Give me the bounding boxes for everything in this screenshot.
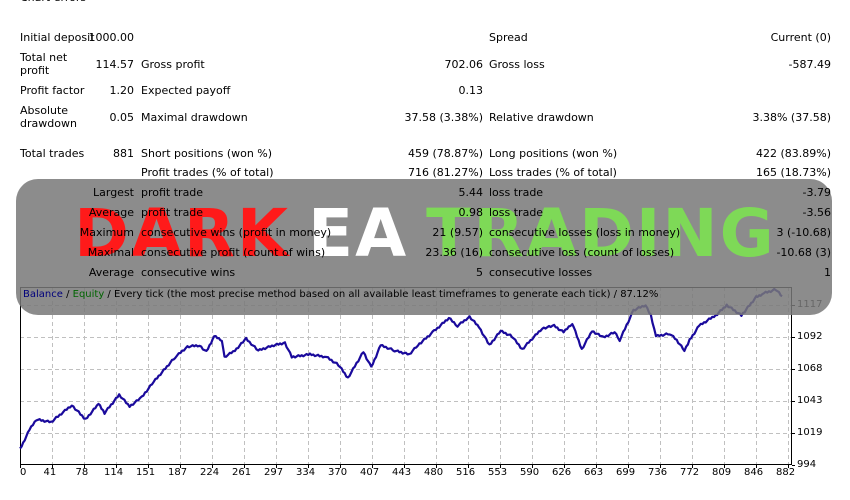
- value-average-consecutive-wins: 5: [476, 266, 483, 279]
- value-maximum-profit: 21 (9.57): [432, 226, 483, 239]
- label-maximum-loss: consecutive losses (loss in money): [489, 226, 681, 239]
- x-tick-label: 370: [328, 467, 348, 478]
- value-relative-drawdown: 3.38% (37.58): [752, 111, 831, 124]
- value-average-loss: -3.56: [802, 206, 831, 219]
- chart-title: Balance / Equity / Every tick (the most …: [23, 289, 658, 300]
- value-maximum-loss: 3 (-10.68): [776, 226, 831, 239]
- value-total-trades: 881: [113, 147, 134, 160]
- label-relative-drawdown: Relative drawdown: [489, 111, 594, 124]
- y-tick-label: 1092: [797, 330, 823, 342]
- value-absolute-drawdown: 0.05: [109, 111, 135, 124]
- chart-description: / Every tick (the most precise method ba…: [104, 289, 659, 300]
- label-maximal-loss: consecutive loss (count of losses): [489, 246, 675, 259]
- y-tick-label: 994: [797, 458, 817, 470]
- x-tick-label: 41: [43, 467, 57, 478]
- label-average-loss: loss trade: [489, 206, 544, 219]
- x-tick-label: 151: [136, 467, 156, 478]
- x-tick-label: 846: [744, 467, 764, 478]
- value-maximal-loss: -10.68 (3): [776, 246, 831, 259]
- label-spread: Spread: [489, 31, 528, 44]
- label-largest: Largest: [93, 186, 134, 199]
- x-tick-label: 516: [456, 467, 476, 478]
- x-tick-label: 736: [648, 467, 668, 478]
- value-total-net-profit: 114.57: [95, 58, 135, 71]
- y-tick-label: 1019: [797, 426, 823, 438]
- x-tick-label: 772: [680, 467, 700, 478]
- value-largest-loss: -3.79: [802, 186, 831, 199]
- label-largest-profit: profit trade: [141, 186, 204, 199]
- x-tick-label: 663: [584, 467, 604, 478]
- x-tick-label: 0: [20, 467, 27, 478]
- label-average-consecutive: Average: [88, 266, 134, 279]
- label-loss-trades: Loss trades (% of total): [489, 166, 617, 179]
- label-short-positions: Short positions (won %): [141, 147, 273, 160]
- value-spread: Current (0): [770, 31, 831, 44]
- value-maximal-drawdown: 37.58 (3.38%): [404, 111, 483, 124]
- x-tick-label: 699: [616, 467, 636, 478]
- label-total-net-profit: Total net profit: [20, 51, 68, 77]
- label-maximal: Maximal: [87, 246, 134, 259]
- label-long-positions: Long positions (won %): [489, 147, 618, 160]
- label-total-trades: Total trades: [20, 147, 85, 160]
- label-gross-loss: Gross loss: [489, 58, 545, 71]
- value-profit-factor: 1.20: [109, 84, 135, 97]
- watermark-word-ea: EA: [308, 195, 409, 272]
- value-maximal-profit: 23.36 (16): [425, 246, 483, 259]
- x-tick-label: 553: [488, 467, 508, 478]
- separator: /: [62, 289, 73, 300]
- x-tick-label: 407: [360, 467, 380, 478]
- label-gross-profit: Gross profit: [141, 58, 205, 71]
- label-initial-deposit: Initial deposit: [20, 31, 95, 44]
- x-tick-label: 224: [200, 467, 220, 478]
- value-expected-payoff: 0.13: [458, 84, 484, 97]
- x-tick-label: 297: [264, 467, 284, 478]
- x-tick-label: 480: [424, 467, 444, 478]
- x-tick-label: 114: [104, 467, 124, 478]
- label-expected-payoff: Expected payoff: [141, 84, 231, 97]
- x-tick-label: 334: [296, 467, 316, 478]
- value-initial-deposit: 1000.00: [88, 31, 135, 44]
- watermark-banner: DARK EA TRADING: [0, 179, 850, 289]
- label-maximum-profit: consecutive wins (profit in money): [141, 226, 332, 239]
- value-long-positions: 422 (83.89%): [755, 147, 831, 160]
- x-tick-label: 882: [776, 467, 796, 478]
- label-maximal-profit: consecutive profit (count of wins): [141, 246, 326, 259]
- label-maximum: Maximum: [79, 226, 134, 239]
- x-tick-label: 626: [552, 467, 572, 478]
- label-average-profit: profit trade: [141, 206, 204, 219]
- x-tick-label: 261: [232, 467, 252, 478]
- x-tick-label: 78: [75, 467, 89, 478]
- value-gross-loss: -587.49: [788, 58, 831, 71]
- y-tick-label: 1043: [797, 394, 823, 406]
- legend-balance: Balance: [23, 289, 63, 300]
- label-average-consecutive-wins: consecutive wins: [141, 266, 236, 279]
- label-profit-factor: Profit factor: [20, 84, 85, 97]
- watermark-overlay: [16, 179, 832, 315]
- x-tick-label: 590: [520, 467, 540, 478]
- value-profit-trades: 716 (81.27%): [407, 166, 483, 179]
- label-maximal-drawdown: Maximal drawdown: [141, 111, 248, 124]
- label-absolute-drawdown: Absolute drawdown: [20, 104, 77, 130]
- balance-line: [19, 287, 783, 450]
- watermark-word-dark: DARK: [74, 195, 290, 272]
- label-largest-loss: loss trade: [489, 186, 544, 199]
- value-average-consecutive-losses: 1: [824, 266, 831, 279]
- value-average-profit: 0.98: [458, 206, 484, 219]
- section-title: Chart errors: [20, 0, 86, 4]
- value-loss-trades: 165 (18.73%): [755, 166, 831, 179]
- label-profit-trades: Profit trades (% of total): [141, 166, 274, 179]
- value-largest-profit: 5.44: [458, 186, 484, 199]
- x-tick-label: 809: [712, 467, 732, 478]
- y-tick-label: 1068: [797, 362, 823, 374]
- value-gross-profit: 702.06: [444, 58, 484, 71]
- label-average-consecutive-losses: consecutive losses: [489, 266, 593, 279]
- legend-equity: Equity: [72, 289, 105, 300]
- watermark-word-trading: TRADING: [426, 195, 776, 272]
- x-tick-label: 187: [168, 467, 188, 478]
- label-average: Average: [88, 206, 134, 219]
- x-tick-label: 443: [392, 467, 412, 478]
- value-short-positions: 459 (78.87%): [407, 147, 483, 160]
